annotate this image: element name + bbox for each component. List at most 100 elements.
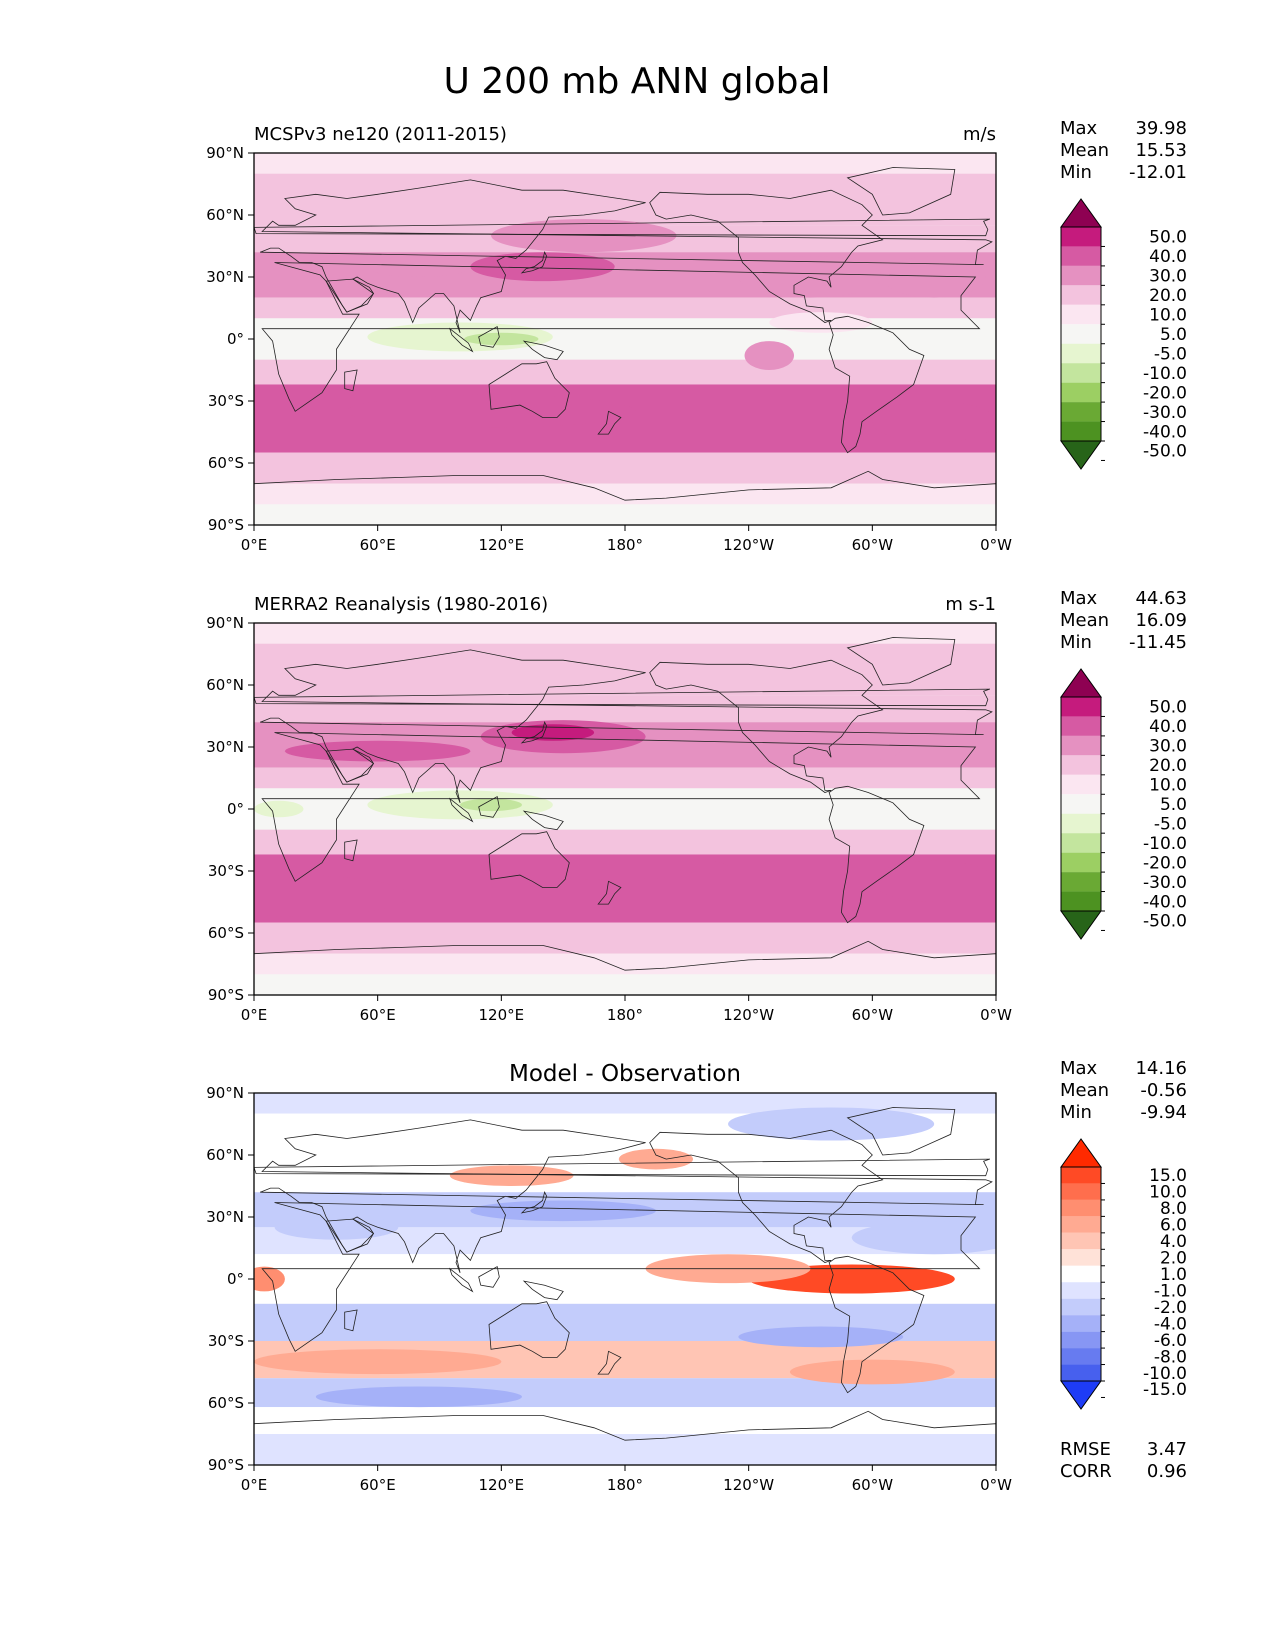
stat-value: 39.98 [1135,118,1187,139]
colorbar-label: -40.0 [1143,892,1187,912]
coastline-new-guinea [522,340,564,361]
stat-label: Max [1060,1058,1098,1079]
coastline-antarctica [254,940,996,995]
contour-band [254,767,996,789]
y-tick-label: 90°N [206,1084,244,1102]
colorbar-swatch [1061,872,1101,892]
contour-band [254,1407,996,1434]
colorbar-label: 5.0 [1160,795,1187,815]
colorbar-swatch [1061,1331,1101,1349]
y-tick-label: 30°S [208,392,244,410]
stat-value: -11.45 [1129,632,1187,653]
colorbar-extend-max [1060,668,1102,698]
y-tick-label: 90°S [208,1456,244,1474]
colorbar-swatch [1061,382,1101,403]
colorbar-swatch [1061,1167,1101,1184]
x-tick-label: 0°E [241,1006,268,1024]
contour-region [738,256,883,298]
stat-label: Mean [1060,140,1109,161]
stat-label: Min [1060,162,1092,183]
contour-region [728,1107,935,1141]
contour-band [254,483,996,505]
contour-region [274,1214,399,1240]
coastline-japan [520,251,548,274]
coastline-antarctica [254,470,996,525]
coastline-australia [488,1301,570,1358]
colorbar-swatch [1061,891,1101,911]
x-tick-label: 0°E [241,1476,268,1494]
coastline-north-america [649,659,884,793]
contour-region [346,394,636,428]
stat-value: 14.16 [1135,1058,1187,1079]
coastline-africa [261,1202,981,1352]
contour-region [480,854,729,880]
x-tick-label: 60°W [852,1476,894,1494]
coastline-arabia [325,1218,375,1253]
colorbar-swatch [1061,421,1101,441]
coastline-south-america [828,1255,925,1394]
colorbar-label: -10.0 [1143,1364,1187,1384]
contour-band [254,623,996,644]
colorbar-label: -50.0 [1143,442,1187,462]
colorbar-swatch [1061,697,1101,717]
coastline-new-guinea [522,1280,564,1301]
contour-band [254,153,996,174]
stat-label: Mean [1060,1080,1109,1101]
coastline-australia [488,831,570,888]
y-tick-label: 0° [227,330,244,348]
contour-region [254,800,304,818]
colorbar-label: 10.0 [1149,776,1187,796]
contour-region [254,1266,285,1292]
stat-label: Max [1060,118,1098,139]
coastline-madagascar [344,839,358,862]
extra-stat-value: 0.96 [1147,1461,1187,1482]
x-tick-label: 120°W [723,1476,774,1494]
panel-units: m/s [963,124,996,145]
coastline-new-guinea [522,810,564,831]
colorbar-label: 1.0 [1160,1265,1187,1285]
contour-region [315,1386,522,1408]
x-tick-label: 180° [607,1476,643,1494]
colorbar-label: -5.0 [1154,344,1187,364]
colorbar-label: -20.0 [1143,853,1187,873]
contour-region [744,341,795,370]
contour-region [460,798,522,812]
colorbar-swatch [1061,1364,1101,1381]
x-tick-label: 180° [607,536,643,554]
coastline-australia [488,361,570,418]
x-tick-label: 0°E [241,536,268,554]
colorbar-swatch [1061,265,1101,286]
colorbar-swatch [1061,794,1101,814]
y-tick-label: 60°S [208,1394,244,1412]
coastline-antarctica [254,1410,996,1465]
colorbar-label: 50.0 [1149,698,1187,718]
coastline-africa [261,262,981,412]
contour-region [470,1200,656,1222]
map-field [254,1093,996,1465]
colorbar-swatch [1061,833,1101,853]
x-tick-label: 120°W [723,536,774,554]
coastline-arabia [325,278,375,313]
contour-band [254,297,996,319]
contour-region [464,332,539,346]
x-tick-label: 120°W [723,1006,774,1024]
stat-value: 44.63 [1135,588,1187,609]
coastline-new-zealand [597,410,622,435]
coastline-japan [520,721,548,744]
stat-value: -0.56 [1140,1080,1187,1101]
colorbar-swatch [1061,1315,1101,1332]
contour-band [254,504,996,525]
y-tick-label: 30°S [208,1332,244,1350]
colorbar-swatch [1061,304,1101,325]
y-tick-label: 60°S [208,924,244,942]
colorbar-label: -20.0 [1143,383,1187,403]
colorbar-label: -4.0 [1154,1314,1187,1334]
coastline-sumatra [448,327,474,353]
colorbar-label: 5.0 [1160,325,1187,345]
x-tick-label: 0°W [980,536,1012,554]
contour-band [254,974,996,995]
colorbar-label: 10.0 [1149,306,1187,326]
stat-label: Min [1060,632,1092,653]
x-tick-label: 0°W [980,1476,1012,1494]
